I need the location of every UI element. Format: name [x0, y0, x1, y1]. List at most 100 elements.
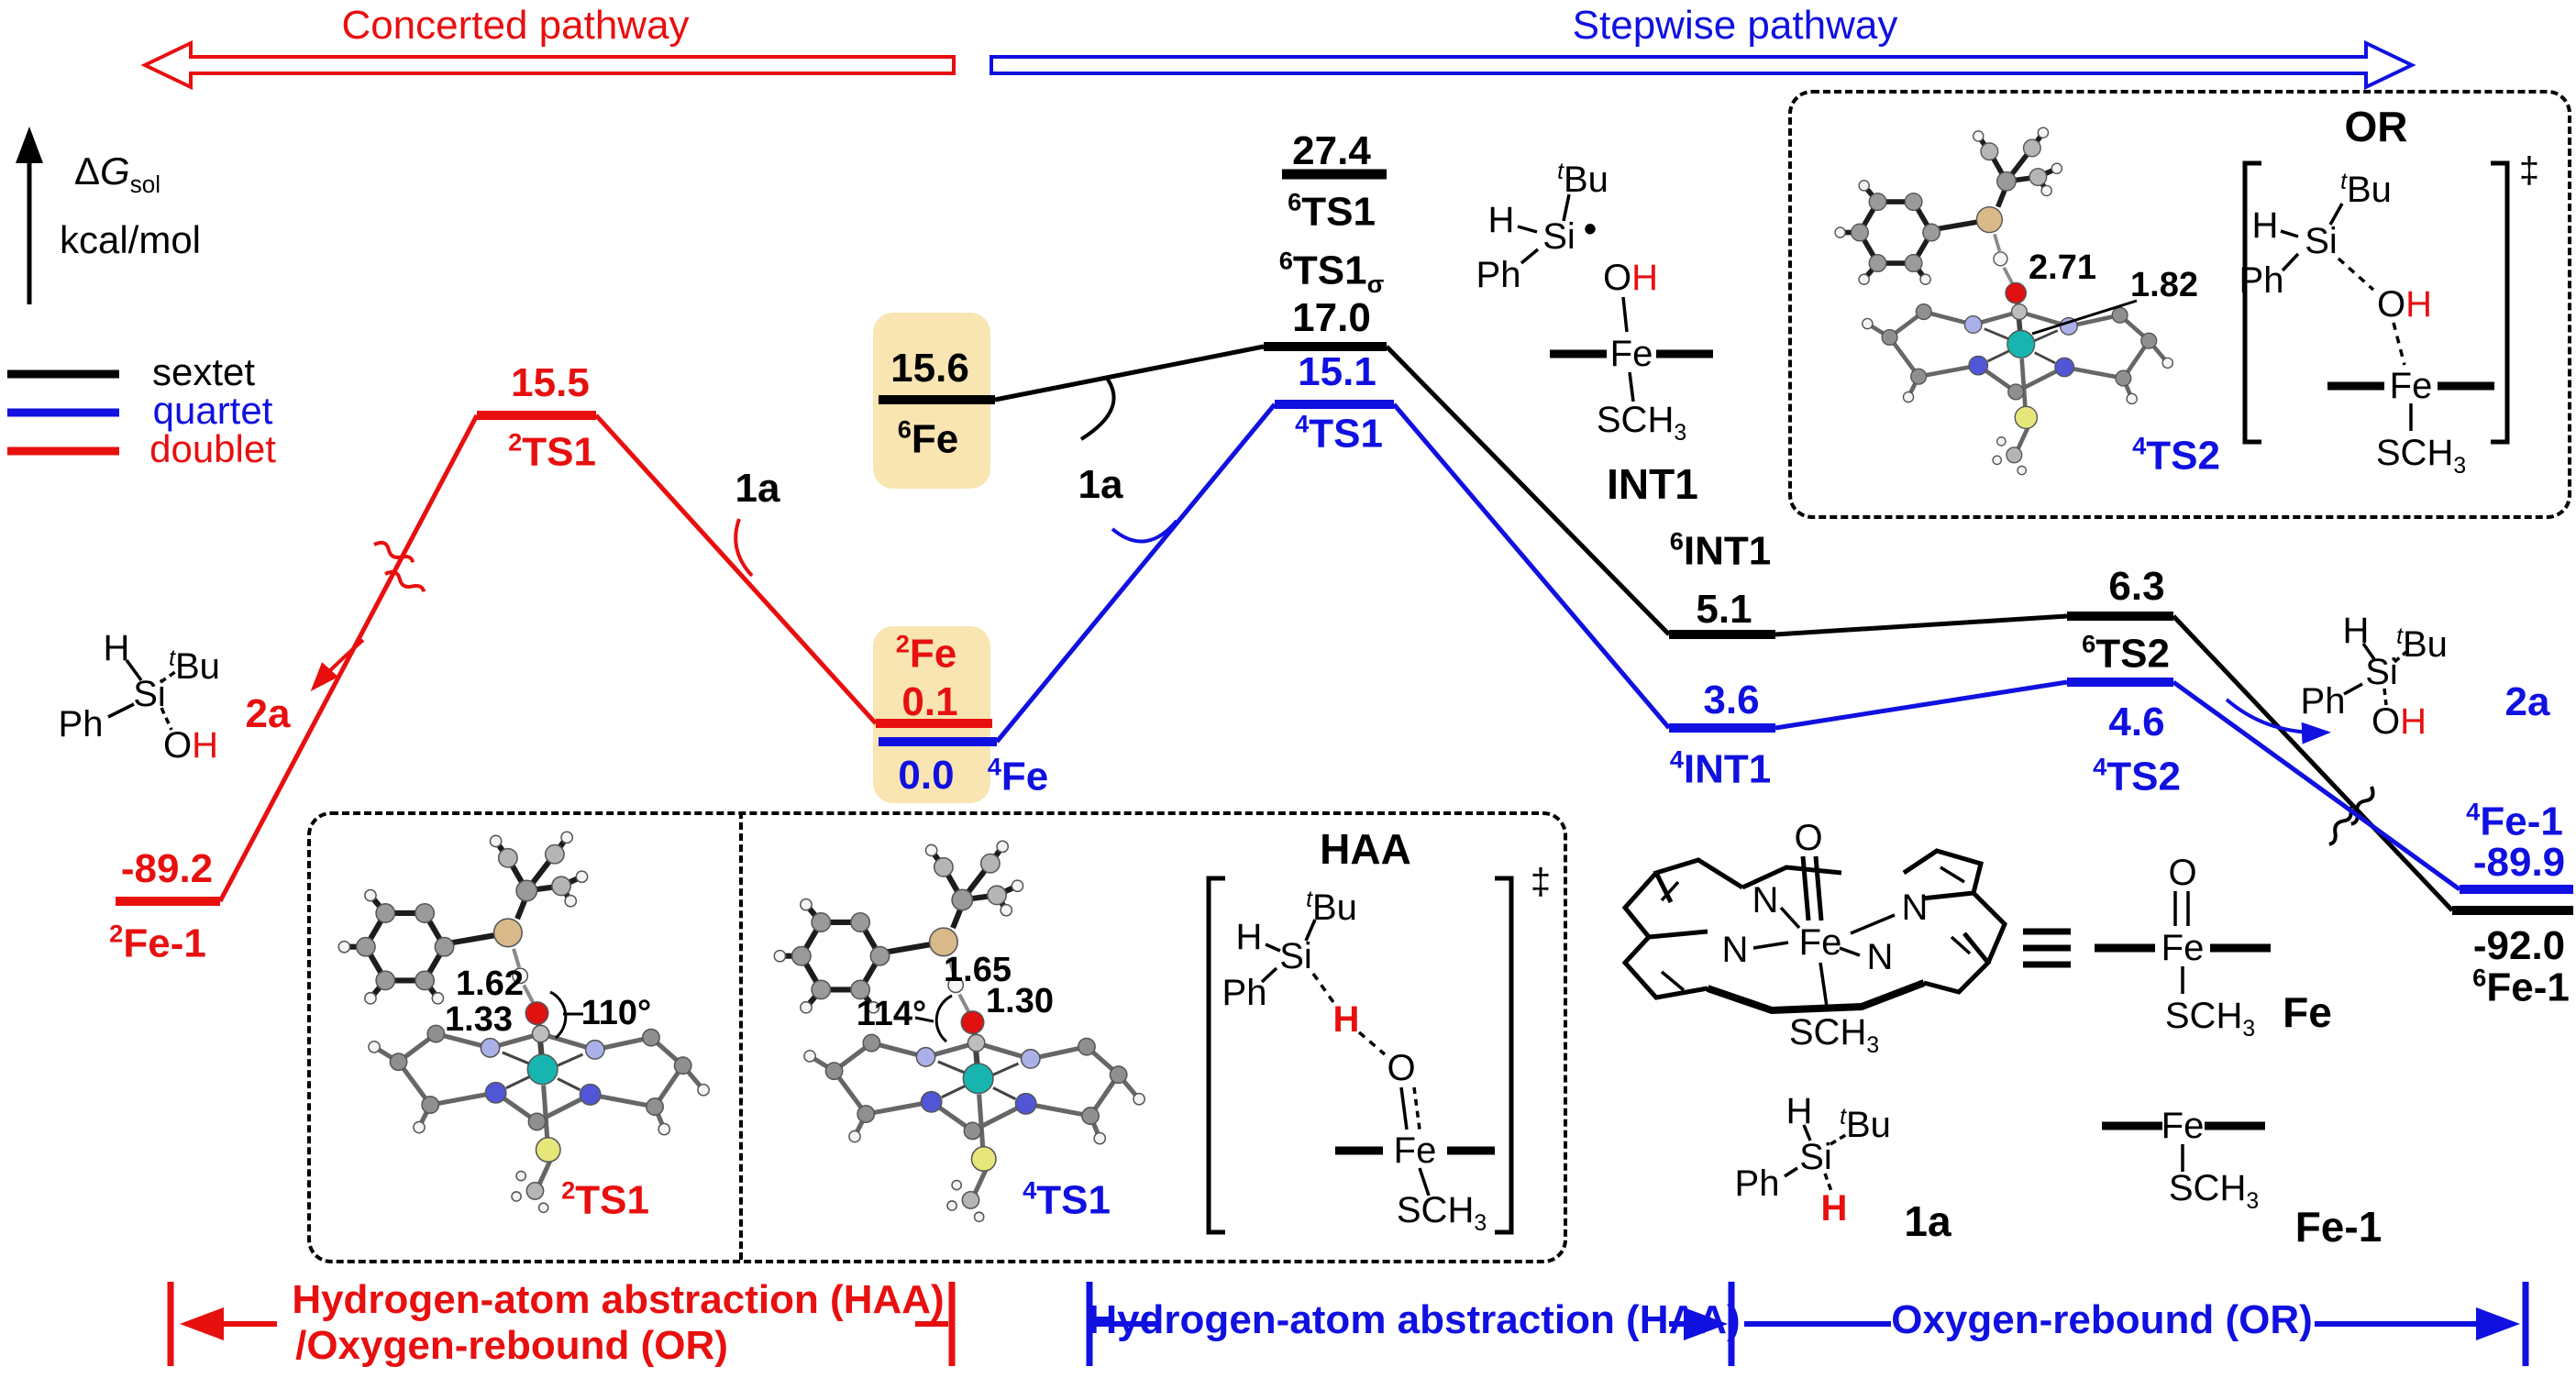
legend-label-sextet: sextet	[151, 350, 256, 393]
stepwise-pathway-title: Stepwise pathway	[1572, 3, 1898, 48]
level-value-4ts2: 4.6	[2108, 700, 2165, 744]
int1-oh: OH	[1602, 258, 1659, 298]
level-label-6fe1: 6Fe-1	[2472, 963, 2570, 1010]
level-label-4fe1: 4Fe-1	[2466, 797, 2563, 844]
haa-sch3: SCH3	[1396, 1190, 1487, 1237]
silanol-left-si: Si	[133, 674, 166, 714]
level-label-6ts1: 6TS1	[1288, 187, 1376, 235]
species-int1: INT1	[1607, 460, 1698, 508]
legend-label-doublet: doublet	[149, 427, 276, 470]
porphyrin-sch3: SCH3	[1788, 1012, 1880, 1059]
level-value-2ts1: 15.5	[511, 360, 590, 405]
haa-fe: Fe	[1393, 1130, 1437, 1171]
fe1-fe: Fe	[2161, 1106, 2205, 1146]
porphyrin-o: O	[1794, 818, 1823, 858]
ts1q-meas-114: 114°	[856, 995, 927, 1033]
silanol-right-ph: Ph	[2300, 681, 2346, 722]
ts1-structures-divider	[739, 811, 743, 1260]
fe1-sch3: SCH3	[2168, 1168, 2260, 1215]
concerted-pathway-title: Concerted pathway	[341, 3, 690, 48]
or-oh: OH	[2376, 284, 2433, 325]
level-value-6fe: 15.6	[890, 346, 969, 391]
or-h: H	[2251, 205, 2279, 246]
equivalence-symbol	[2023, 928, 2071, 968]
haa-tbu: tBu	[1306, 887, 1357, 929]
fe1-bonds	[2102, 1121, 2265, 1172]
porphyrin-bonds	[1621, 848, 2007, 1015]
feo-sch3: SCH3	[2164, 996, 2256, 1042]
level-value-4ts1: 15.1	[1298, 349, 1376, 394]
silane-1a-bonds	[1784, 1124, 1848, 1195]
haa-ts1-scheme-bonds	[1260, 919, 1495, 1196]
ts1q-meas-165: 1.65	[944, 951, 1012, 989]
ts1q-meas-130: 1.30	[986, 982, 1054, 1020]
int1-tbu: tBu	[1557, 159, 1609, 201]
stepwise-direction-arrow	[989, 39, 2416, 91]
int1-bonds	[1517, 193, 1713, 402]
level-label-6int1: 6INT1	[1669, 526, 1772, 574]
sextet-pathway	[879, 169, 2573, 915]
or-brackets	[2242, 160, 2510, 445]
or-fe: Fe	[2389, 366, 2433, 406]
ts1d-meas-110: 110°	[580, 994, 652, 1032]
or-si: Si	[2305, 221, 2338, 261]
int1-h: H	[1487, 200, 1515, 240]
ts1d-meas-162: 1.62	[456, 965, 524, 1003]
or-sch3: SCH3	[2375, 433, 2467, 480]
ts1-doublet-label: 2TS1	[561, 1175, 649, 1223]
or-structure-box	[1788, 90, 2571, 519]
species-1a-left: 1a	[735, 466, 780, 511]
porphyrin-n-sw: N	[1721, 930, 1749, 970]
int1-si: Si	[1542, 216, 1575, 257]
level-value-6fe1: -92.0	[2472, 923, 2566, 968]
species-1a-mid: 1a	[1078, 462, 1123, 507]
silane-1a-tbu: tBu	[1840, 1104, 1891, 1146]
level-value-6ts1-sigma: 17.0	[1292, 295, 1371, 340]
haa-si: Si	[1279, 936, 1312, 976]
axis-label-dg: ΔGsol	[73, 149, 161, 199]
quartet-pathway	[879, 400, 2573, 894]
int1-fe: Fe	[1609, 334, 1653, 374]
bottom-section-red	[167, 1282, 956, 1366]
or-box-title: OR	[2344, 103, 2408, 150]
level-value-6ts2: 6.3	[2108, 564, 2165, 609]
silane-1a-si: Si	[1799, 1137, 1832, 1177]
level-value-4fe: 0.0	[898, 753, 955, 798]
int1-ph: Ph	[1476, 255, 1521, 295]
haa-dagger: ‡	[1530, 862, 1552, 902]
species-fe1: Fe-1	[2294, 1203, 2383, 1251]
silanol-left-oh: OH	[162, 725, 219, 766]
haa-transfer-h: H	[1332, 999, 1360, 1040]
silane-1a-h-top: H	[1786, 1091, 1813, 1131]
silane-1a-ph: Ph	[1734, 1163, 1780, 1204]
silanol-right-oh: OH	[2371, 701, 2427, 742]
level-label-4int1: 4INT1	[1669, 744, 1772, 792]
silanol-2a-right-bonds	[2343, 642, 2408, 706]
bottom-section-blue	[1086, 1282, 2529, 1366]
legend-label-quartet: quartet	[152, 389, 273, 432]
level-label-4fe: 4Fe	[987, 752, 1049, 799]
level-value-2fe: 0.1	[901, 679, 958, 724]
or-tbu: tBu	[2340, 169, 2392, 211]
silanol-left-tbu: tBu	[169, 645, 220, 688]
silane-1a-h-red: H	[1820, 1188, 1848, 1229]
porphyrin-n-ne: N	[1901, 887, 1929, 928]
int1-radical-dot: •	[1583, 209, 1598, 249]
level-label-4ts1: 4TS1	[1295, 409, 1383, 457]
haa-brackets	[1206, 876, 1514, 1235]
level-value-6int1: 5.1	[1696, 587, 1752, 632]
level-label-4ts2: 4TS2	[2093, 752, 2181, 799]
measurement-marks	[549, 299, 2138, 1043]
highlight-box-ground-fe	[873, 626, 990, 803]
haa-ph: Ph	[1222, 973, 1267, 1013]
bottom-red-line2: /Oxygen-rebound (OR)	[295, 1323, 728, 1368]
level-value-6ts1: 27.4	[1292, 128, 1371, 173]
or-ph: Ph	[2239, 260, 2284, 301]
silanol-right-tbu: tBu	[2396, 623, 2448, 666]
haa-box-title: HAA	[1320, 825, 1411, 873]
feo-o: O	[2168, 853, 2197, 893]
ts1-quartet-label: 4TS1	[1023, 1175, 1111, 1223]
ts1-structures-box	[307, 811, 1567, 1263]
or-meas-182: 1.82	[2130, 266, 2198, 304]
